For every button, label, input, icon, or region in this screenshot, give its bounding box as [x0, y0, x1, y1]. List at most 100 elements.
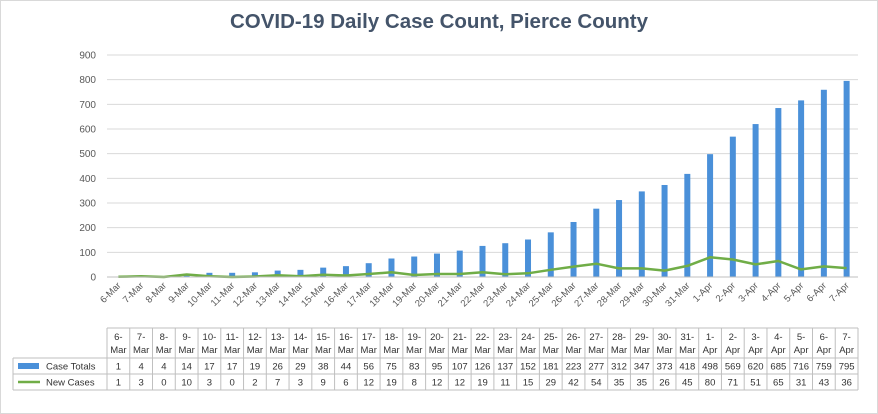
table-value-cell: 65 — [773, 378, 784, 389]
table-header-cell: Mar — [178, 345, 194, 356]
table-header-cell: Mar — [315, 345, 331, 356]
table-header-cell: 12- — [248, 332, 262, 343]
table-value-cell: 54 — [591, 378, 602, 389]
table-header-cell: 6- — [820, 332, 828, 343]
table-header-cell: 9- — [182, 332, 190, 343]
table-header-cell: 18- — [385, 332, 399, 343]
table-value-cell: 15 — [523, 378, 534, 389]
table-header-cell: Mar — [565, 345, 581, 356]
table-header-cell: 28- — [612, 332, 626, 343]
x-tick-label: 29-Mar — [618, 280, 647, 309]
legend-label: Case Totals — [46, 362, 96, 373]
bar — [775, 108, 782, 278]
table-value-cell: 17 — [227, 362, 238, 373]
table-value-cell: 620 — [748, 362, 764, 373]
data-table: 6-Mar7-Mar8-Mar9-Mar10-Mar11-Mar12-Mar13… — [12, 327, 859, 391]
table-header-cell: Mar — [611, 345, 627, 356]
table-header-cell: Mar — [361, 345, 377, 356]
table-header-cell: Apr — [748, 345, 763, 356]
x-tick-label: 6-Mar — [98, 280, 123, 305]
table-header-cell: 8- — [160, 332, 168, 343]
table-value-cell: 35 — [637, 378, 648, 389]
table-value-cell: 2 — [252, 378, 257, 389]
y-tick-label: 600 — [79, 125, 96, 136]
bar — [570, 221, 577, 277]
table-value-cell: 569 — [725, 362, 741, 373]
table-header-cell: 23- — [498, 332, 512, 343]
table-header-cell: Mar — [543, 345, 559, 356]
table-header-cell: Mar — [588, 345, 604, 356]
x-tick-label: 8-Mar — [144, 280, 169, 305]
table-value-cell: 759 — [816, 362, 832, 373]
bar — [433, 253, 440, 277]
table-header-cell: Mar — [201, 345, 217, 356]
table-value-cell: 8 — [412, 378, 417, 389]
bar — [251, 272, 258, 277]
table-value-cell: 347 — [634, 362, 650, 373]
bar — [798, 100, 805, 278]
x-tick-label: 26-Mar — [550, 280, 579, 309]
table-header-cell: Mar — [452, 345, 468, 356]
table-header-cell: Mar — [634, 345, 650, 356]
x-tick-label: 5-Apr — [782, 280, 806, 304]
x-tick-label: 15-Mar — [299, 280, 328, 309]
y-tick-label: 0 — [90, 273, 96, 284]
table-value-cell: 80 — [705, 378, 716, 389]
bar — [547, 232, 554, 277]
x-tick-label: 31-Mar — [663, 280, 692, 309]
bar — [502, 243, 509, 277]
table-value-cell: 498 — [702, 362, 718, 373]
table-value-cell: 11 — [500, 378, 510, 389]
table-header-cell: 26- — [567, 332, 581, 343]
x-axis: 6-Mar7-Mar8-Mar9-Mar10-Mar11-Mar12-Mar13… — [98, 276, 858, 309]
bar — [342, 266, 349, 277]
table-value-cell: 44 — [341, 362, 352, 373]
y-tick-label: 800 — [79, 75, 96, 86]
table-header-cell: Apr — [794, 345, 809, 356]
table-header-cell: Mar — [474, 345, 490, 356]
x-tick-label: 30-Mar — [641, 280, 670, 309]
table-header-cell: 2- — [729, 332, 737, 343]
bar — [320, 267, 327, 277]
table-header-cell: 24- — [521, 332, 535, 343]
table-value-cell: 0 — [230, 378, 235, 389]
table-value-cell: 29 — [295, 362, 306, 373]
table-value-cell: 312 — [611, 362, 627, 373]
table-value-cell: 83 — [409, 362, 420, 373]
table-header-cell: Mar — [224, 345, 240, 356]
x-tick-label: 27-Mar — [572, 280, 601, 309]
table-value-cell: 75 — [386, 362, 397, 373]
table-value-cell: 4 — [161, 362, 166, 373]
table-header-cell: 27- — [589, 332, 603, 343]
bar — [297, 269, 304, 277]
table-header-cell: 29- — [635, 332, 649, 343]
bar — [229, 272, 236, 277]
table-value-cell: 0 — [161, 378, 166, 389]
table-value-cell: 12 — [363, 378, 374, 389]
table-value-cell: 14 — [181, 362, 192, 373]
bar — [616, 200, 623, 277]
table-header-cell: Apr — [816, 345, 831, 356]
table-header-cell: 15- — [316, 332, 330, 343]
x-tick-label: 17-Mar — [345, 280, 374, 309]
legend-label: New Cases — [46, 378, 95, 389]
x-tick-label: 10-Mar — [185, 280, 214, 309]
bar — [456, 250, 463, 277]
table-value-cell: 126 — [475, 362, 491, 373]
table-value-cell: 3 — [138, 378, 143, 389]
table-value-cell: 223 — [566, 362, 582, 373]
y-tick-label: 500 — [79, 149, 96, 160]
bar — [752, 124, 759, 277]
bar — [661, 184, 668, 277]
bar — [365, 263, 372, 277]
bar — [820, 89, 827, 277]
table-value-cell: 36 — [841, 378, 852, 389]
table-value-cell: 7 — [275, 378, 280, 389]
table-value-cell: 12 — [432, 378, 443, 389]
x-tick-label: 7-Apr — [828, 280, 852, 304]
table-header-cell: Mar — [133, 345, 149, 356]
bar — [593, 208, 600, 277]
bar — [206, 272, 213, 277]
x-tick-label: 24-Mar — [504, 280, 533, 309]
